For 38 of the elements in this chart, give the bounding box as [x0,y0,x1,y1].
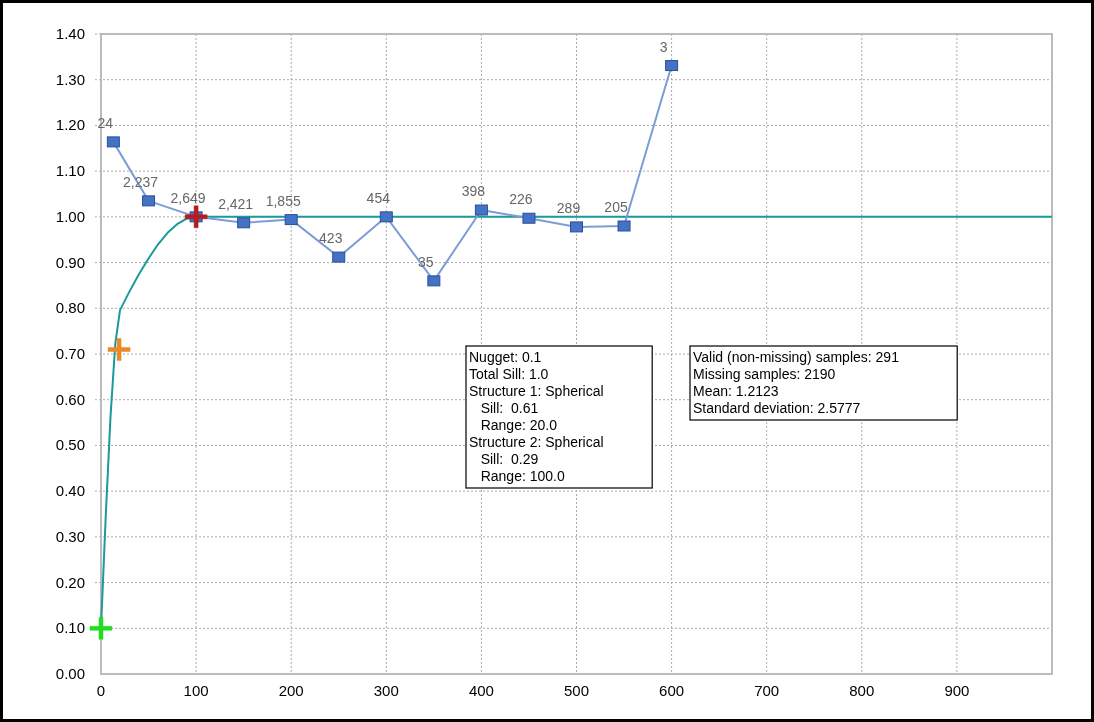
y-tick-label: 0.00 [55,665,85,682]
y-tick-label: 0.60 [55,390,85,408]
x-tick-label: 700 [754,682,780,699]
y-tick-label: 0.80 [55,299,85,317]
annotation: 3 [659,38,668,55]
x-tick-label: 900 [944,682,970,699]
x-tick-label: 800 [849,682,875,699]
y-tick-label: 0.70 [55,345,85,362]
x-tick-label: 100 [183,682,209,699]
annotation: 289 [556,199,581,216]
annotation: 1,855 [265,192,301,209]
annotation: 423 [319,230,343,247]
y-tick-label: 0.90 [55,253,85,271]
y-tick-label: 0.40 [55,482,85,500]
x-tick-label: 400 [468,682,494,699]
y-tick-label: 1.00 [55,207,85,225]
annotation: 226 [509,191,533,208]
y-tick-label: 0.10 [55,619,85,637]
annotation: Valid (non-missing) samples: 291 Missing samples: 2190 Mean: 1.2123 Standard deviation: 2.5777 [693,349,900,416]
y-tick-label: 1.40 [55,25,85,42]
y-tick-label: 1.20 [55,116,85,134]
y-tick-label: 0.50 [55,436,85,454]
annotation: 24 [97,114,114,131]
annotation: 398 [461,183,486,199]
annotation: 454 [366,189,391,206]
x-tick-label: 500 [563,682,590,699]
annotation: 2,649 [170,189,206,206]
x-tick-label: 600 [659,682,685,699]
annotation: 2,421 [218,195,254,212]
annotation: 205 [604,199,628,215]
annotation: Nugget: 0.1 Total Sill: 1.0 Structure 1: Spherical Sill: 0.61 Range: 20.0 Structure 2: Spherical Sill: 0.29 Range: 100.0 [469,349,604,484]
x-tick-label: 300 [373,682,399,699]
y-tick-label: 1.10 [55,162,85,180]
y-tick-label: 0.20 [55,573,85,591]
y-tick-label: 0.30 [55,527,85,545]
x-tick-label: 200 [278,682,304,699]
x-tick-label: 0 [96,682,106,699]
y-tick-label: 1.30 [55,70,85,88]
